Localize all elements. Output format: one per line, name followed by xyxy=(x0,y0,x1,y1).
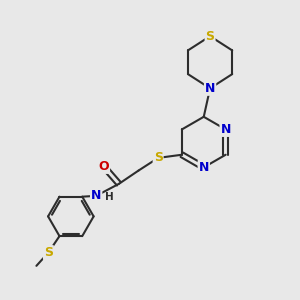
Text: S: S xyxy=(44,246,53,259)
Text: N: N xyxy=(91,189,101,202)
Text: N: N xyxy=(220,123,231,136)
Text: N: N xyxy=(199,161,209,174)
Text: N: N xyxy=(205,82,215,95)
Text: S: S xyxy=(154,152,163,164)
Text: O: O xyxy=(98,160,109,173)
Text: S: S xyxy=(206,30,214,43)
Text: H: H xyxy=(105,192,114,203)
